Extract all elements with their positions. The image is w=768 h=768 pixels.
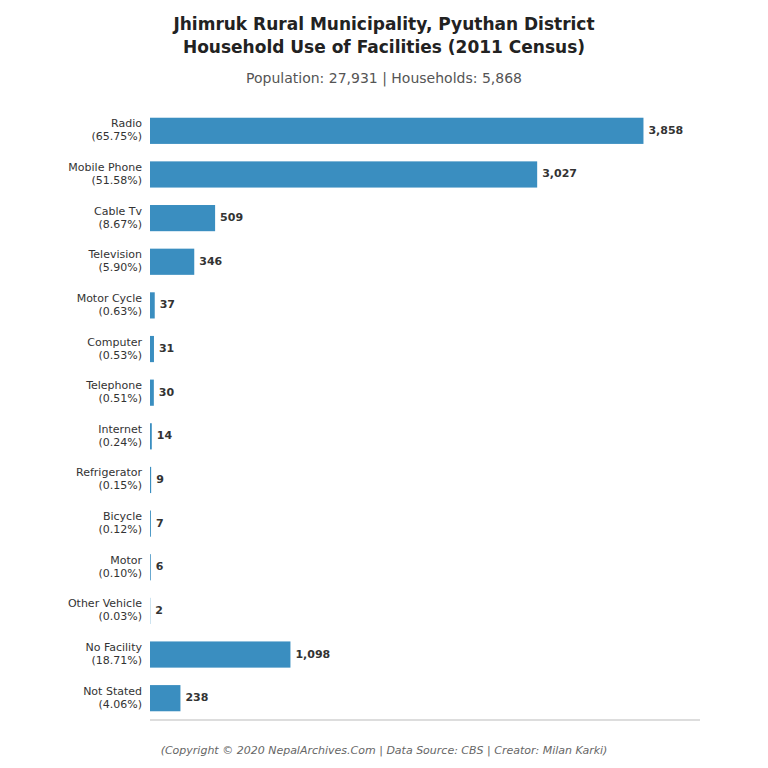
data-label: 9 [156,473,164,486]
bar [150,161,537,187]
y-tick-label: No Facility(18.71%) [85,641,142,667]
bar [150,554,151,580]
y-tick-label: Other Vehicle(0.03%) [68,597,142,623]
data-label: 1,098 [295,648,330,661]
data-label: 37 [160,298,175,311]
bar [150,511,151,537]
bar [150,205,215,231]
data-label: 6 [156,560,164,573]
y-tick-label: Radio(65.75%) [91,117,142,143]
bar [150,292,155,318]
y-tick-labels: Not Stated(4.06%) No Facility(18.71%) Othe… [68,117,143,710]
bar [150,598,151,624]
y-tick-label: Refrigerator(0.15%) [76,466,142,492]
bar [150,423,152,449]
bar [150,336,154,362]
y-tick-label: Motor Cycle(0.63%) [77,292,143,318]
chart-container: Jhimruk Rural Municipality, Pyuthan Dist… [0,0,768,768]
y-tick-label: Not Stated(4.06%) [83,685,142,711]
data-label: 509 [220,211,243,224]
y-tick-label: Cable Tv(8.67%) [94,205,142,231]
data-label: 7 [156,517,164,530]
bar [150,380,154,406]
y-tick-label: Internet(0.24%) [98,423,142,449]
bar [150,118,643,144]
data-label: 31 [159,342,174,355]
data-label: 2 [155,604,163,617]
title: Jhimruk Rural Municipality, Pyuthan Dist… [172,14,594,57]
bar [150,467,151,493]
y-tick-label: Bicycle(0.12%) [98,510,142,536]
data-label: 14 [157,429,173,442]
chart: Jhimruk Rural Municipality, Pyuthan Dist… [0,0,768,768]
subtitle: Population: 27,931 | Households: 5,868 [246,70,522,87]
data-label: 30 [159,386,175,399]
bar [150,641,290,667]
data-labels: 238 1,098 2 6 7 9 14 30 31 37 346 509 3,027 3,858 [155,124,683,704]
y-tick-label: Computer(0.53%) [87,336,142,362]
y-tick-label: Motor(0.10%) [98,554,142,580]
data-label: 3,858 [648,124,683,137]
bar [150,685,180,711]
y-tick-label: Television(5.90%) [88,248,143,274]
data-label: 238 [185,691,208,704]
footer: (Copyright © 2020 NepalArchives.Com | Da… [161,744,608,757]
y-tick-label: Mobile Phone(51.58%) [68,161,142,187]
bars [150,118,643,712]
x-axis-line [150,720,700,721]
data-label: 346 [199,255,222,268]
bar [150,249,194,275]
data-label: 3,027 [542,167,577,180]
y-tick-label: Telephone(0.51%) [85,379,142,405]
